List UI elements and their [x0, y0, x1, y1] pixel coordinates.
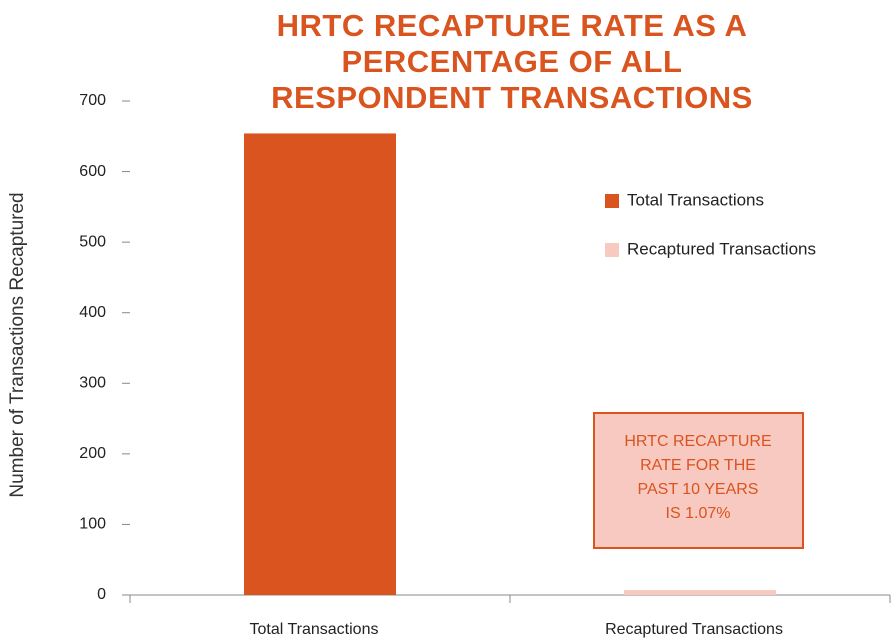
y-axis-label: Number of Transactions Recaptured [7, 192, 28, 497]
chart-title: HRTC RECAPTURE RATE AS A PERCENTAGE OF A… [271, 8, 753, 115]
legend-swatch [605, 194, 619, 208]
bar [624, 590, 776, 595]
bar [244, 133, 396, 595]
annotation-text: RATE FOR THE [640, 457, 756, 474]
y-tick-label: 600 [79, 163, 106, 180]
x-tick-label: Recaptured Transactions [605, 621, 783, 638]
y-tick-label: 400 [79, 304, 106, 321]
legend-label: Total Transactions [627, 190, 764, 209]
x-tick-label: Total Transactions [250, 621, 379, 638]
annotation-text: HRTC RECAPTURE [624, 433, 771, 450]
annotation-box [593, 412, 804, 549]
y-tick-label: 500 [79, 233, 106, 250]
annotation-text: PAST 10 YEARS [638, 481, 759, 498]
legend-label: Recaptured Transactions [627, 239, 816, 258]
annotation-text: IS 1.07% [666, 505, 731, 522]
y-tick-label: 100 [79, 516, 106, 533]
y-tick-label: 0 [97, 586, 106, 603]
y-tick-label: 300 [79, 375, 106, 392]
y-tick-label: 700 [79, 92, 106, 109]
legend-swatch [605, 243, 619, 257]
y-tick-label: 200 [79, 445, 106, 462]
